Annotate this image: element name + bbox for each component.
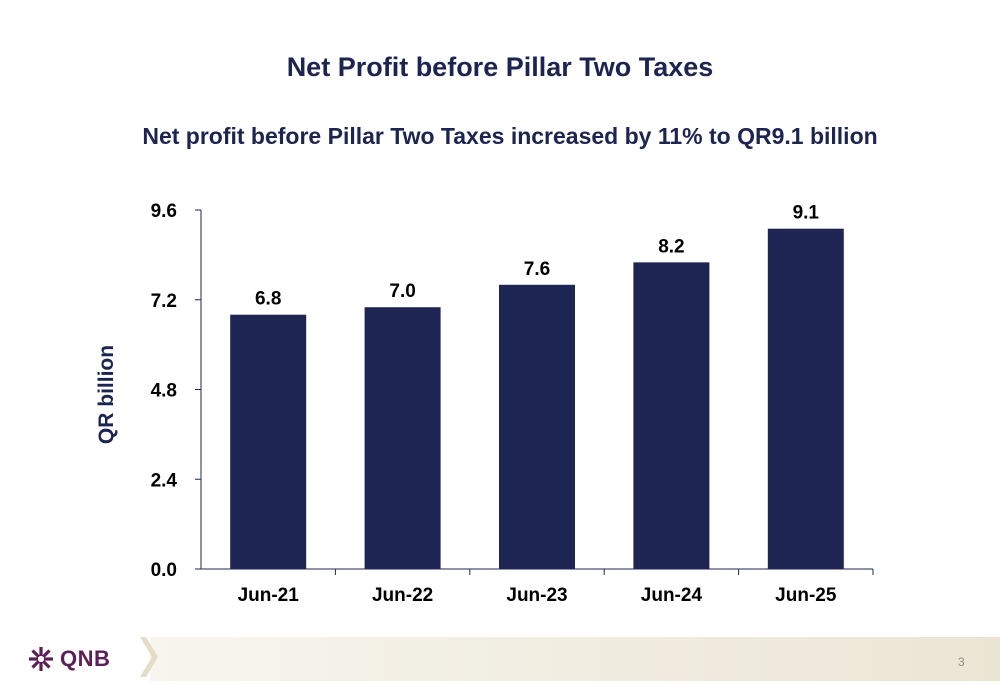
x-tick-label: Jun-24 <box>641 585 703 606</box>
y-tick-label: 9.6 <box>151 201 177 222</box>
qnb-snowflake-icon <box>29 647 53 671</box>
data-label: 7.6 <box>524 259 550 280</box>
bar-jun-24 <box>633 262 710 569</box>
y-tick-label: 4.8 <box>151 381 177 402</box>
y-tick-label: 7.2 <box>151 291 177 312</box>
chevron-right-icon <box>140 637 158 677</box>
logo-text: QNB <box>60 646 111 671</box>
bar-chart: 0.0 2.4 4.8 7.2 9.6 QR billion Jun-21 Jun-22 Jun… <box>95 201 874 606</box>
bar-jun-23 <box>499 284 575 569</box>
qnb-logo: QNB <box>28 643 110 675</box>
footer: QNB 3 <box>0 633 1000 685</box>
page-title: Net Profit before Pillar Two Taxes <box>286 52 714 82</box>
y-axis-label: QR billion <box>95 345 118 444</box>
data-label: 9.1 <box>793 203 820 224</box>
y-tick-label: 2.4 <box>151 470 178 491</box>
x-tick-label: Jun-22 <box>372 585 433 606</box>
chart-axes: 0.0 2.4 4.8 7.2 9.6 QR billion Jun-21 Jun-22 Jun… <box>95 201 874 606</box>
data-label: 8.2 <box>658 236 684 257</box>
chart-labels: 6.8 7.0 7.6 8.2 9.1 <box>255 203 819 310</box>
x-tick-label: Jun-25 <box>775 585 837 606</box>
data-label: 6.8 <box>255 289 281 310</box>
x-tick-label: Jun-21 <box>238 585 300 606</box>
page-number: 3 <box>958 655 965 669</box>
bar-jun-21 <box>230 314 307 569</box>
bar-jun-22 <box>364 307 441 569</box>
y-tick-label: 0.0 <box>151 560 177 581</box>
bar-jun-25 <box>767 228 844 569</box>
footer-band <box>150 637 1000 681</box>
data-label: 7.0 <box>389 281 415 302</box>
chart-bars <box>230 228 844 569</box>
x-tick-label: Jun-23 <box>506 585 567 606</box>
page-subtitle: Net profit before Pillar Two Taxes incre… <box>142 123 878 149</box>
